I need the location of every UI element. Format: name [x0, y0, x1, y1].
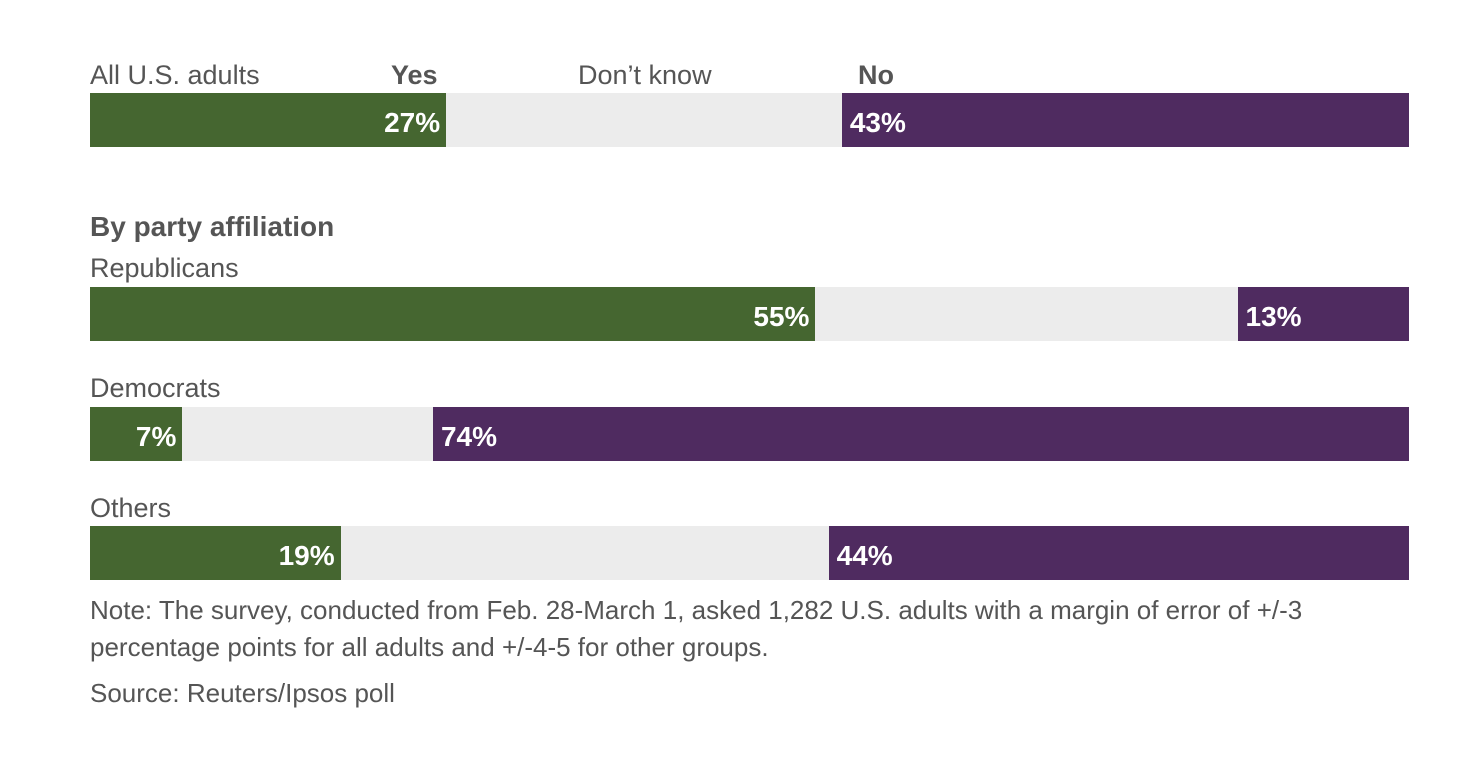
value-label-no-all-adults: 43% — [849, 107, 906, 138]
value-label-no-democrats: 74% — [440, 421, 497, 452]
section-title: By party affiliation — [90, 211, 335, 242]
bar-yes-others — [90, 526, 341, 580]
value-label-no-republicans: 13% — [1245, 301, 1302, 332]
bar-no-democrats — [432, 407, 1409, 461]
bar-row-all-adults: 27% 43% — [90, 93, 1409, 147]
group-label-republicans: Republicans — [90, 253, 239, 283]
bar-no-others — [828, 526, 1409, 580]
legend-dont-know-label: Don’t know — [578, 60, 712, 90]
value-label-yes-democrats: 7% — [135, 421, 177, 452]
bar-yes-democrats — [90, 407, 183, 461]
value-label-no-others: 44% — [836, 540, 893, 571]
bar-no-republicans — [1237, 287, 1409, 341]
bar-row-others: 19% 44% — [90, 526, 1409, 580]
survey-note: Note: The survey, conducted from Feb. 28… — [90, 595, 1303, 662]
legend-yes-label: Yes — [391, 60, 438, 90]
source-line: Source: Reuters/Ipsos poll — [90, 678, 395, 708]
legend-no-label: No — [858, 60, 894, 90]
group-label-democrats: Democrats — [90, 373, 221, 403]
bar-row-republicans: 55% 13% — [90, 287, 1409, 341]
bar-row-democrats: 7% 74% — [90, 407, 1409, 461]
bar-yes-all-adults — [90, 93, 447, 147]
bar-no-all-adults — [841, 93, 1409, 147]
value-label-yes-all-adults: 27% — [384, 107, 441, 138]
value-label-yes-others: 19% — [278, 540, 335, 571]
group-label-others: Others — [90, 493, 172, 523]
group-label-all-adults: All U.S. adults — [90, 60, 260, 90]
value-label-yes-republicans: 55% — [753, 301, 810, 332]
bar-yes-republicans — [90, 287, 816, 341]
